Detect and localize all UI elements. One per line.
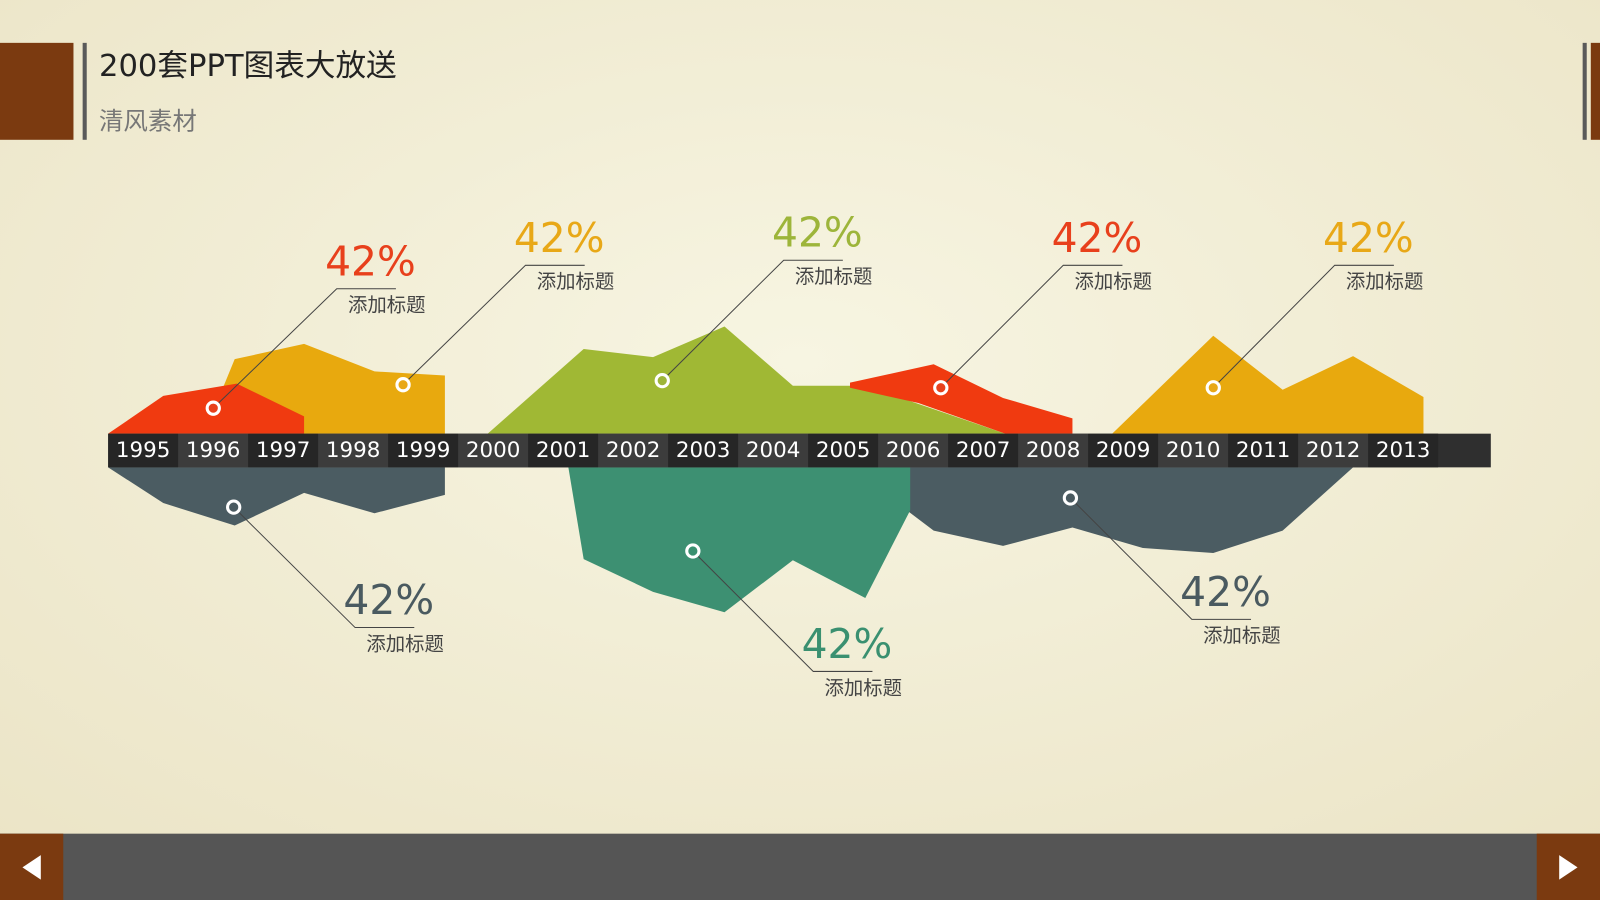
area-shape: [487, 326, 1006, 434]
callout-value: 42%: [343, 576, 434, 624]
header-block: [0, 42, 74, 140]
year-cell: [108, 433, 179, 468]
title: 200套PPT图表大放送: [99, 49, 397, 84]
next-arrow[interactable]: [1559, 855, 1578, 880]
year-label: 2012: [1306, 438, 1360, 463]
callout-label: 添加标题: [825, 676, 903, 699]
marker: [1205, 380, 1221, 396]
marker: [395, 377, 411, 393]
footer-bar: [0, 833, 1600, 900]
marker: [654, 372, 670, 389]
callout-value: 42%: [772, 209, 863, 257]
year-label: 2009: [1096, 438, 1150, 463]
marker: [1062, 490, 1079, 506]
area-shape: [108, 467, 445, 526]
area-shape: [850, 467, 1354, 554]
callout-label: 添加标题: [795, 265, 873, 288]
area-shape: [1112, 335, 1424, 434]
callout-label: 添加标题: [537, 270, 615, 293]
year-cell: [1298, 433, 1369, 468]
year-label: 2008: [1026, 438, 1080, 463]
marker: [205, 400, 221, 416]
year-cell: [1018, 433, 1089, 468]
year-cell: [528, 433, 599, 468]
year-label: 2010: [1166, 438, 1220, 463]
callout-value: 42%: [802, 620, 893, 668]
year-label: 2003: [676, 438, 730, 463]
year-cell: [1158, 433, 1229, 468]
year-cell: [318, 433, 389, 468]
area-shape: [568, 467, 911, 613]
year-cell: [1088, 433, 1159, 468]
right-divider: [1582, 42, 1587, 140]
area-shape: [850, 364, 1073, 434]
callout-value: 42%: [1052, 214, 1143, 262]
year-label: 2001: [536, 438, 590, 463]
marker: [226, 499, 242, 515]
subtitle: 清风素材: [99, 106, 197, 135]
year-cell: [808, 433, 879, 468]
year-label: 1998: [326, 438, 380, 463]
marker: [685, 543, 701, 559]
year-label: 2005: [816, 438, 870, 463]
leader-line: [661, 259, 843, 381]
leader-line: [233, 506, 415, 629]
year-label: 1995: [116, 438, 170, 463]
callout-label: 添加标题: [348, 294, 426, 317]
callout-label: 添加标题: [1203, 624, 1281, 647]
callout-value: 42%: [1323, 214, 1414, 262]
callout-label: 添加标题: [366, 632, 444, 655]
year-cell: [948, 433, 1019, 468]
year-label: 1999: [396, 438, 450, 463]
marker: [933, 380, 949, 396]
year-label: 2011: [1236, 438, 1290, 463]
year-label: 2002: [606, 438, 660, 463]
year-label: 2004: [746, 438, 800, 463]
callout-value: 42%: [514, 214, 605, 262]
year-label: 2013: [1376, 438, 1430, 463]
right-block: [1590, 42, 1600, 140]
callout-label: 添加标题: [1346, 270, 1424, 293]
leader-line: [1212, 264, 1394, 389]
year-label: 2000: [466, 438, 520, 463]
year-label: 2007: [956, 438, 1010, 463]
year-cell: [878, 433, 949, 468]
year-label: 1996: [186, 438, 240, 463]
callout-label: 添加标题: [1075, 270, 1153, 293]
year-cell: [1368, 433, 1439, 468]
year-cell: [668, 433, 739, 468]
prev-arrow[interactable]: [22, 855, 41, 880]
year-label: 1997: [256, 438, 310, 463]
year-label: 2006: [886, 438, 940, 463]
callout-value: 42%: [325, 237, 416, 285]
header-divider: [82, 42, 87, 140]
leader-line: [402, 264, 585, 386]
leader-line: [212, 288, 396, 409]
leader-line: [692, 550, 873, 672]
year-cell: [458, 433, 529, 468]
leader-line: [940, 264, 1123, 389]
year-cell: [388, 433, 459, 468]
year-cell: [178, 433, 249, 468]
leader-line: [1070, 497, 1252, 620]
callout-value: 42%: [1180, 568, 1271, 616]
year-cell: [598, 433, 669, 468]
year-cell: [1228, 433, 1299, 468]
year-cell: [248, 433, 319, 468]
year-cell: [738, 433, 809, 468]
